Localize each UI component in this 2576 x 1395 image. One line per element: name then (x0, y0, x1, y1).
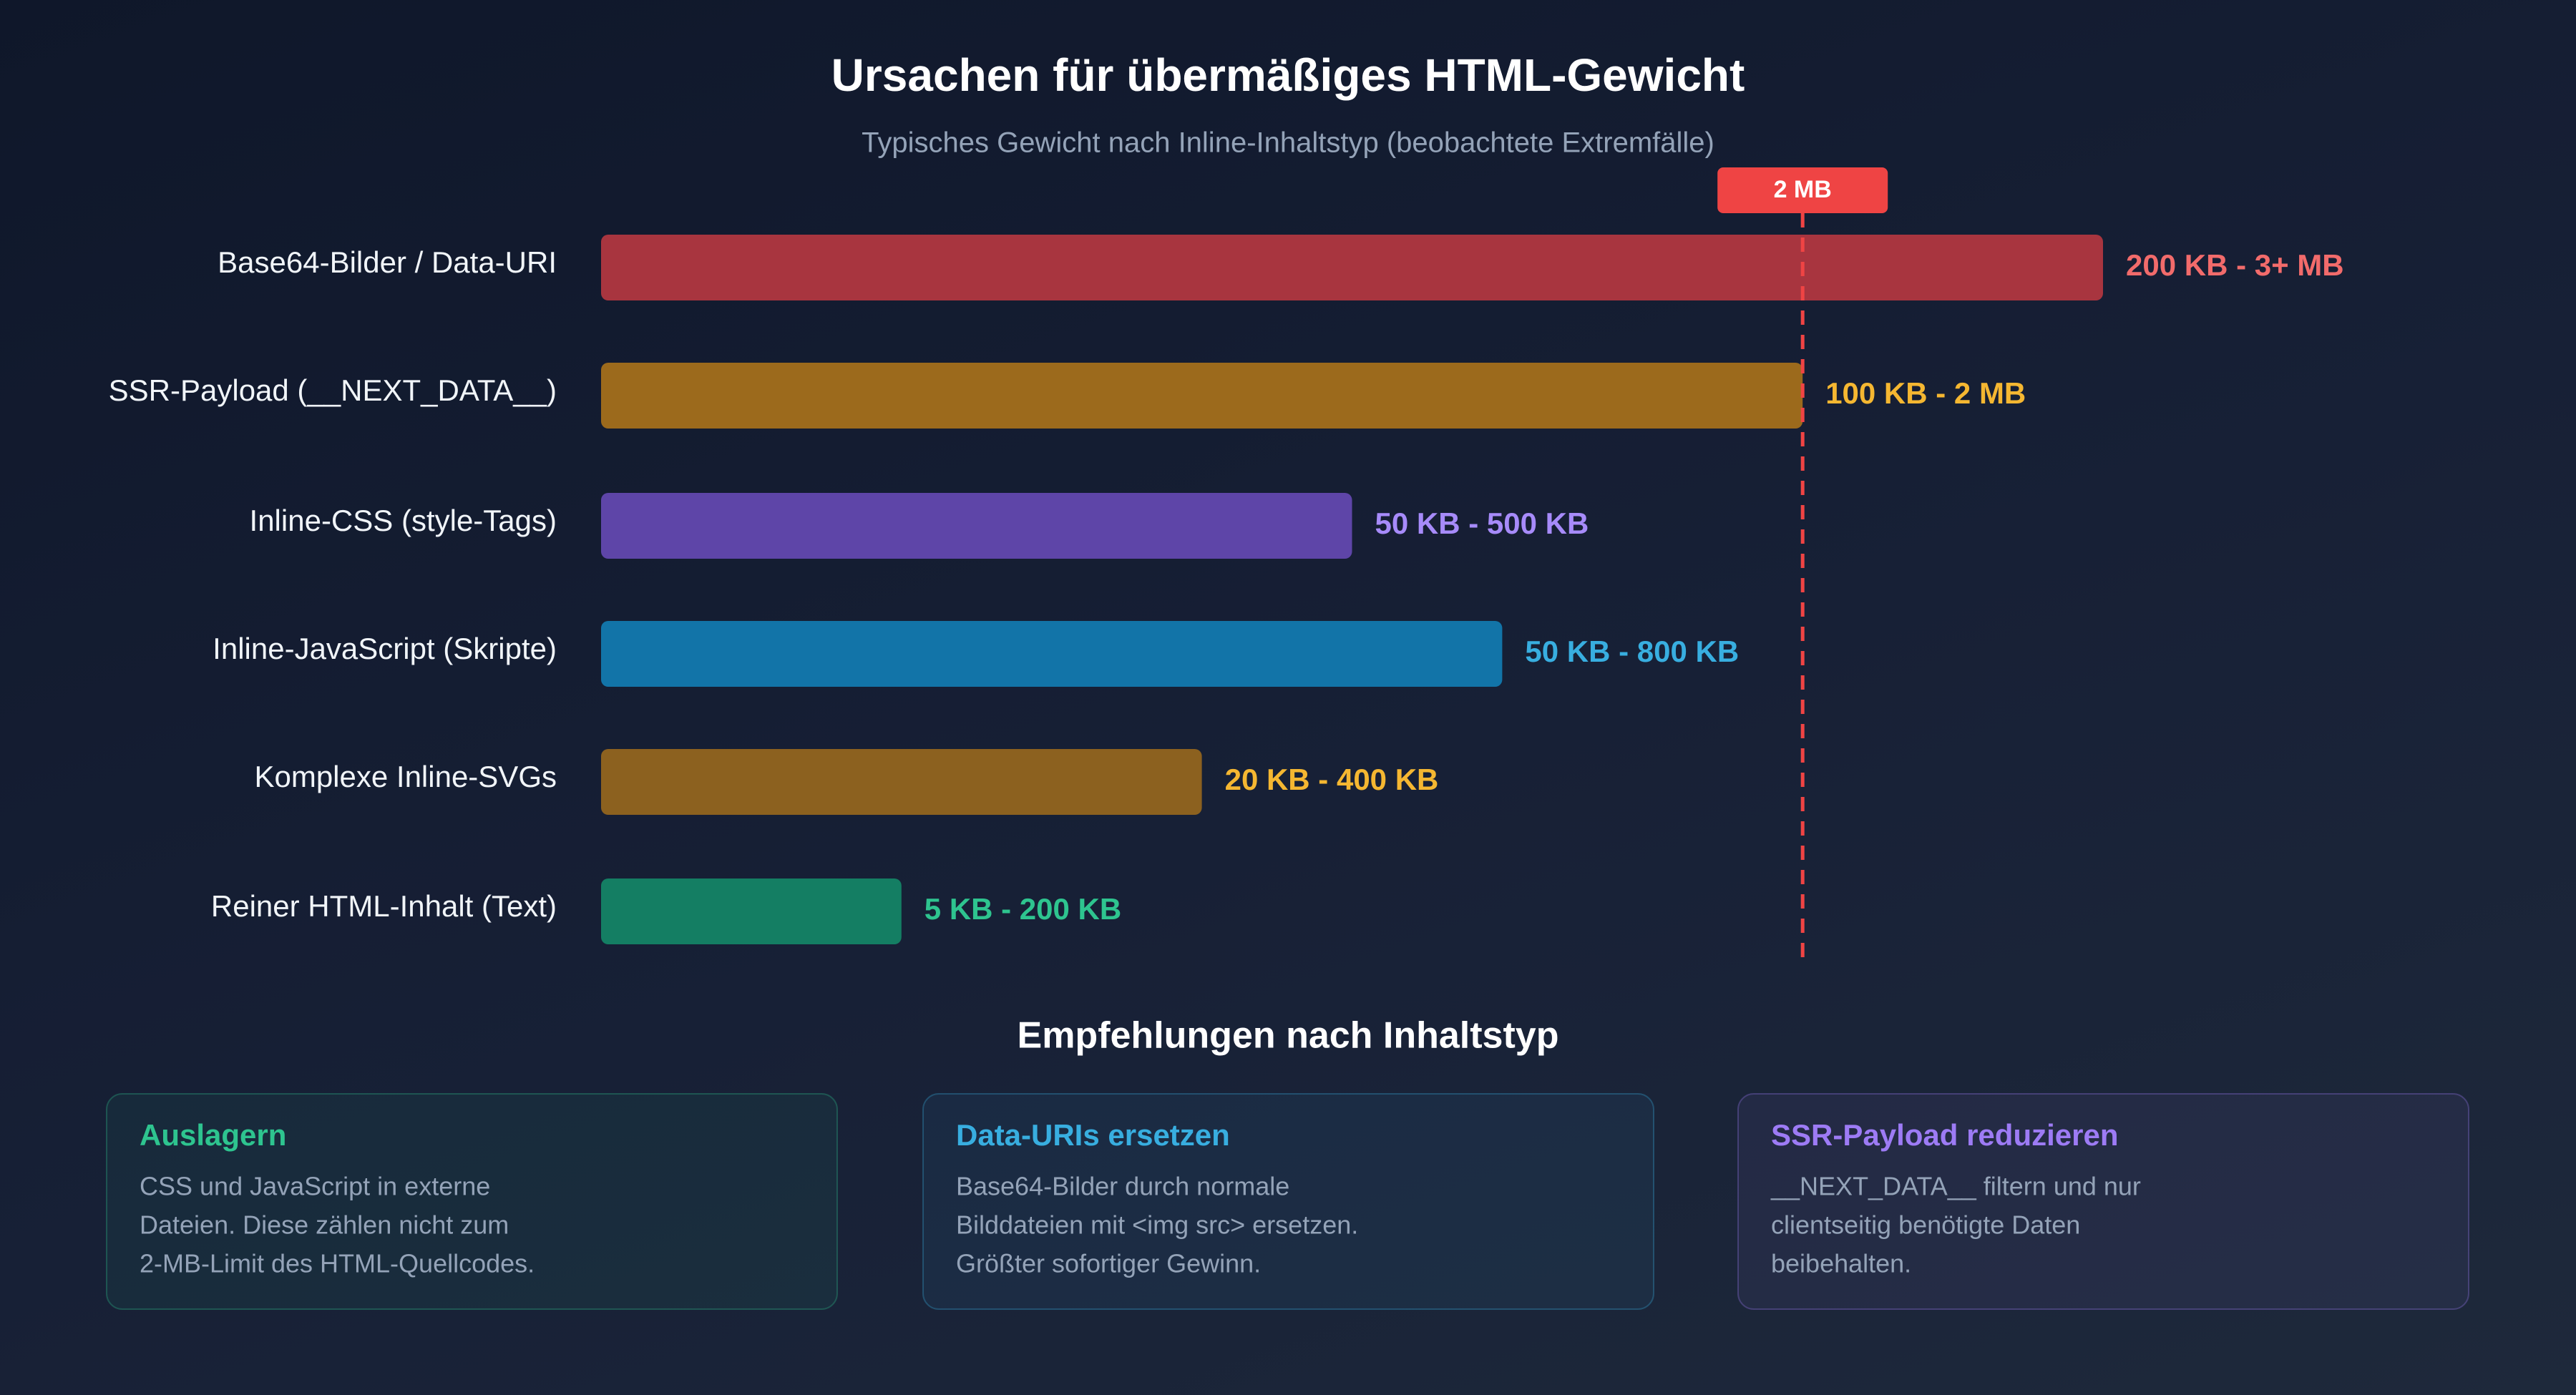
card-text: clientseitig benötigte Daten (1771, 1210, 2080, 1240)
card (1737, 1093, 2469, 1310)
chart-title: Ursachen für übermäßiges HTML-Gewicht (831, 49, 1745, 101)
card-text: beibehalten. (1771, 1249, 1911, 1278)
bar (601, 749, 1202, 815)
range-label: 50 KB - 800 KB (1525, 635, 1739, 668)
category-label: SSR-Payload (__NEXT_DATA__) (109, 373, 557, 407)
bar (601, 363, 1803, 429)
reference-label: 2 MB (1774, 176, 1832, 203)
range-label: 20 KB - 400 KB (1225, 763, 1439, 796)
card (922, 1093, 1654, 1310)
card-text: Größter sofortiger Gewinn. (956, 1249, 1261, 1278)
bar (601, 878, 902, 944)
card-text: Dateien. Diese zählen nicht zum (140, 1210, 509, 1240)
range-label: 200 KB - 3+ MB (2126, 248, 2344, 282)
card-title: Auslagern (140, 1118, 286, 1152)
range-label: 5 KB - 200 KB (924, 892, 1121, 926)
category-label: Base64-Bilder / Data-URI (218, 245, 557, 279)
card-text: 2-MB-Limit des HTML-Quellcodes. (140, 1249, 535, 1278)
card-text: CSS und JavaScript in externe (140, 1172, 490, 1201)
bar (601, 235, 2103, 300)
reference-badge (1717, 167, 1888, 213)
bar (601, 493, 1352, 559)
card-text: Bilddateien mit <img src> ersetzen. (956, 1210, 1358, 1240)
range-label: 50 KB - 500 KB (1375, 506, 1589, 540)
card-text: Base64-Bilder durch normale (956, 1172, 1289, 1201)
category-label: Inline-JavaScript (Skripte) (213, 632, 557, 665)
category-label: Inline-CSS (style-Tags) (250, 504, 557, 537)
range-label: 100 KB - 2 MB (1825, 376, 2026, 410)
category-label: Komplexe Inline-SVGs (254, 760, 557, 793)
card-text: __NEXT_DATA__ filtern und nur (1770, 1172, 2141, 1201)
bar (601, 621, 1503, 687)
category-label: Reiner HTML-Inhalt (Text) (211, 889, 557, 923)
card-title: SSR-Payload reduzieren (1771, 1118, 2118, 1152)
chart-subtitle: Typisches Gewicht nach Inline-Inhaltstyp… (862, 127, 1714, 159)
card-title: Data-URIs ersetzen (956, 1118, 1230, 1152)
card (106, 1093, 838, 1310)
section-title: Empfehlungen nach Inhaltstyp (1018, 1015, 1559, 1057)
